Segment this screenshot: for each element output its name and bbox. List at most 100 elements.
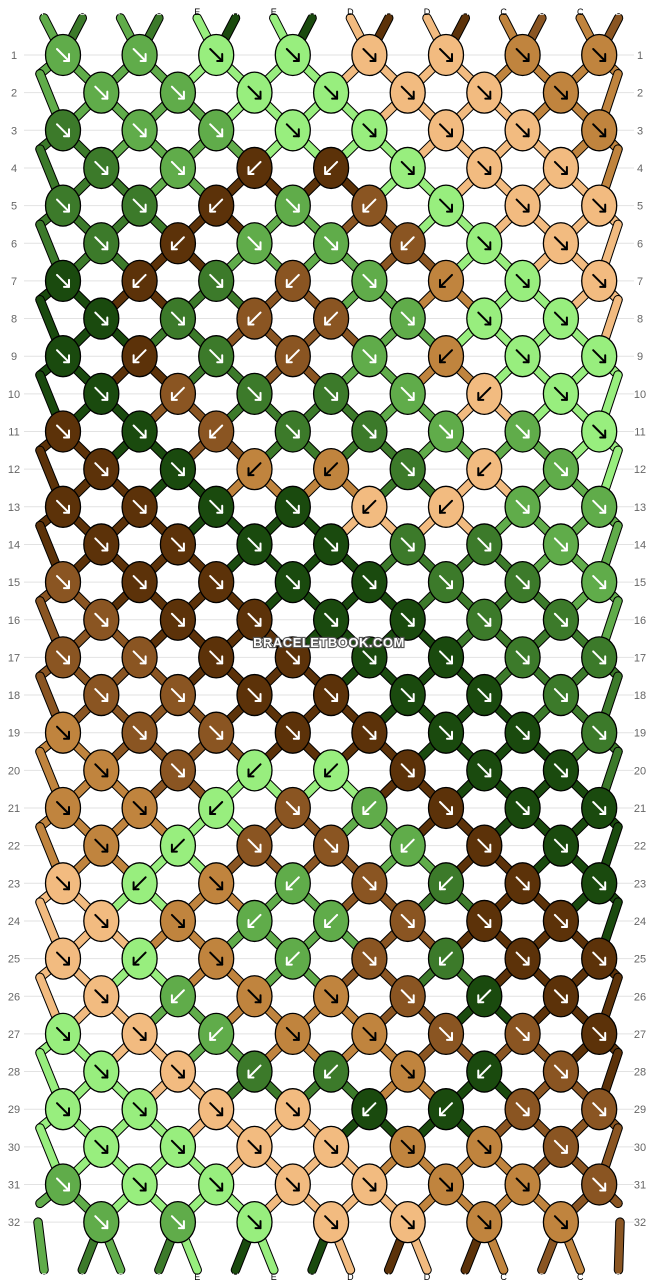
row-label-left: 27: [8, 1029, 20, 1041]
arrow-down-right-icon: [400, 763, 415, 778]
knot: [312, 975, 350, 1018]
arrow-head-icon: [101, 617, 109, 627]
knot: [121, 636, 158, 679]
arrow-head-icon: [254, 994, 262, 1004]
knot: [389, 523, 426, 566]
knot: [198, 184, 235, 227]
arrow-head-icon: [560, 1144, 568, 1154]
arrow-head-icon: [177, 918, 185, 928]
knot: [312, 899, 350, 943]
knot: [581, 1088, 618, 1131]
knot: [44, 184, 82, 227]
arrow-down-right-icon: [400, 160, 415, 175]
knot: [44, 1088, 82, 1131]
arrow-down-right-icon: [94, 838, 109, 853]
knot: [389, 71, 426, 114]
knot: [351, 636, 388, 679]
arrow-down-right-icon: [56, 273, 70, 288]
row-label-right: 23: [634, 878, 646, 890]
arrow-head-icon: [522, 278, 530, 288]
knot: [581, 335, 618, 378]
knot: [83, 447, 120, 491]
arrow-head-icon: [522, 354, 530, 364]
arrow-head-icon: [254, 617, 262, 627]
arrow-head-icon: [400, 843, 408, 853]
row-label-left: 16: [8, 615, 20, 627]
row-label-right: 25: [634, 954, 646, 966]
arrow-head-icon: [177, 316, 185, 326]
strand-label: G: [155, 7, 162, 17]
arrow-head-icon: [177, 1069, 185, 1079]
strand-label: F: [118, 1272, 124, 1282]
arrow-head-icon: [132, 278, 140, 288]
arrow-down-right-icon: [592, 424, 607, 439]
arrow-down-right-icon: [285, 575, 300, 590]
knot: [159, 598, 197, 641]
knot: [121, 184, 158, 227]
knot: [389, 1201, 426, 1244]
arrow-head-icon: [285, 881, 293, 891]
knot: [44, 33, 82, 77]
strand-label: B: [539, 7, 545, 17]
knot: [351, 410, 388, 453]
knot: [83, 71, 120, 114]
knot: [44, 937, 82, 980]
arrow-head-icon: [63, 580, 70, 590]
arrow-down-right-icon: [515, 951, 530, 966]
arrow-head-icon: [599, 580, 607, 590]
row-label-right: 17: [634, 652, 646, 664]
arrow-head-icon: [477, 391, 485, 401]
row-label-right: 15: [634, 577, 646, 589]
arrow-down-right-icon: [515, 801, 530, 815]
knot: [44, 786, 82, 830]
knot: [581, 560, 618, 604]
arrow-head-icon: [177, 467, 185, 477]
arrow-down-right-icon: [439, 123, 453, 138]
arrow-head-icon: [254, 1220, 262, 1230]
knot: [581, 33, 618, 77]
arrow-down-right-icon: [515, 1177, 530, 1192]
arrow-head-icon: [139, 429, 147, 439]
arrow-head-icon: [560, 1220, 568, 1230]
arrow-head-icon: [139, 1182, 147, 1192]
arrow-head-icon: [560, 542, 568, 552]
knot: [389, 1125, 426, 1168]
row-label-left: 20: [8, 765, 20, 777]
knot: [159, 1125, 197, 1168]
arrow-down-left-icon: [324, 763, 339, 778]
arrow-down-left-icon: [170, 989, 185, 1004]
row-label-right: 3: [637, 125, 643, 137]
knot: [44, 1012, 82, 1056]
arrow-down-left-icon: [362, 1102, 377, 1117]
arrow-down-right-icon: [209, 1102, 224, 1117]
arrow-down-right-icon: [209, 650, 224, 665]
arrow-head-icon: [331, 241, 339, 251]
row-label-left: 13: [8, 502, 20, 514]
arrow-head-icon: [254, 693, 262, 703]
arrow-down-right-icon: [94, 688, 109, 703]
arrow-down-right-icon: [553, 763, 568, 778]
knot: [274, 33, 311, 77]
arrow-down-right-icon: [592, 499, 607, 514]
arrow-down-left-icon: [477, 462, 492, 477]
strand-label: A: [386, 1272, 392, 1282]
knot: [466, 222, 503, 265]
arrow-head-icon: [522, 53, 530, 62]
arrow-down-right-icon: [553, 1064, 568, 1079]
knot: [198, 560, 235, 604]
arrow-down-right-icon: [324, 85, 339, 100]
arrow-head-icon: [63, 1031, 70, 1041]
arrow-down-left-icon: [209, 801, 224, 815]
strand-label: C: [577, 1272, 584, 1282]
arrow-down-left-icon: [285, 349, 300, 364]
knot: [351, 109, 388, 152]
arrow-head-icon: [560, 467, 568, 477]
arrow-head-icon: [63, 881, 70, 891]
arrow-down-right-icon: [362, 424, 377, 439]
knot: [44, 485, 82, 528]
arrow-down-right-icon: [477, 913, 492, 928]
arrow-down-right-icon: [285, 1102, 300, 1117]
knot: [427, 862, 465, 905]
knot: [466, 1201, 503, 1244]
arrow-down-right-icon: [170, 1139, 185, 1154]
